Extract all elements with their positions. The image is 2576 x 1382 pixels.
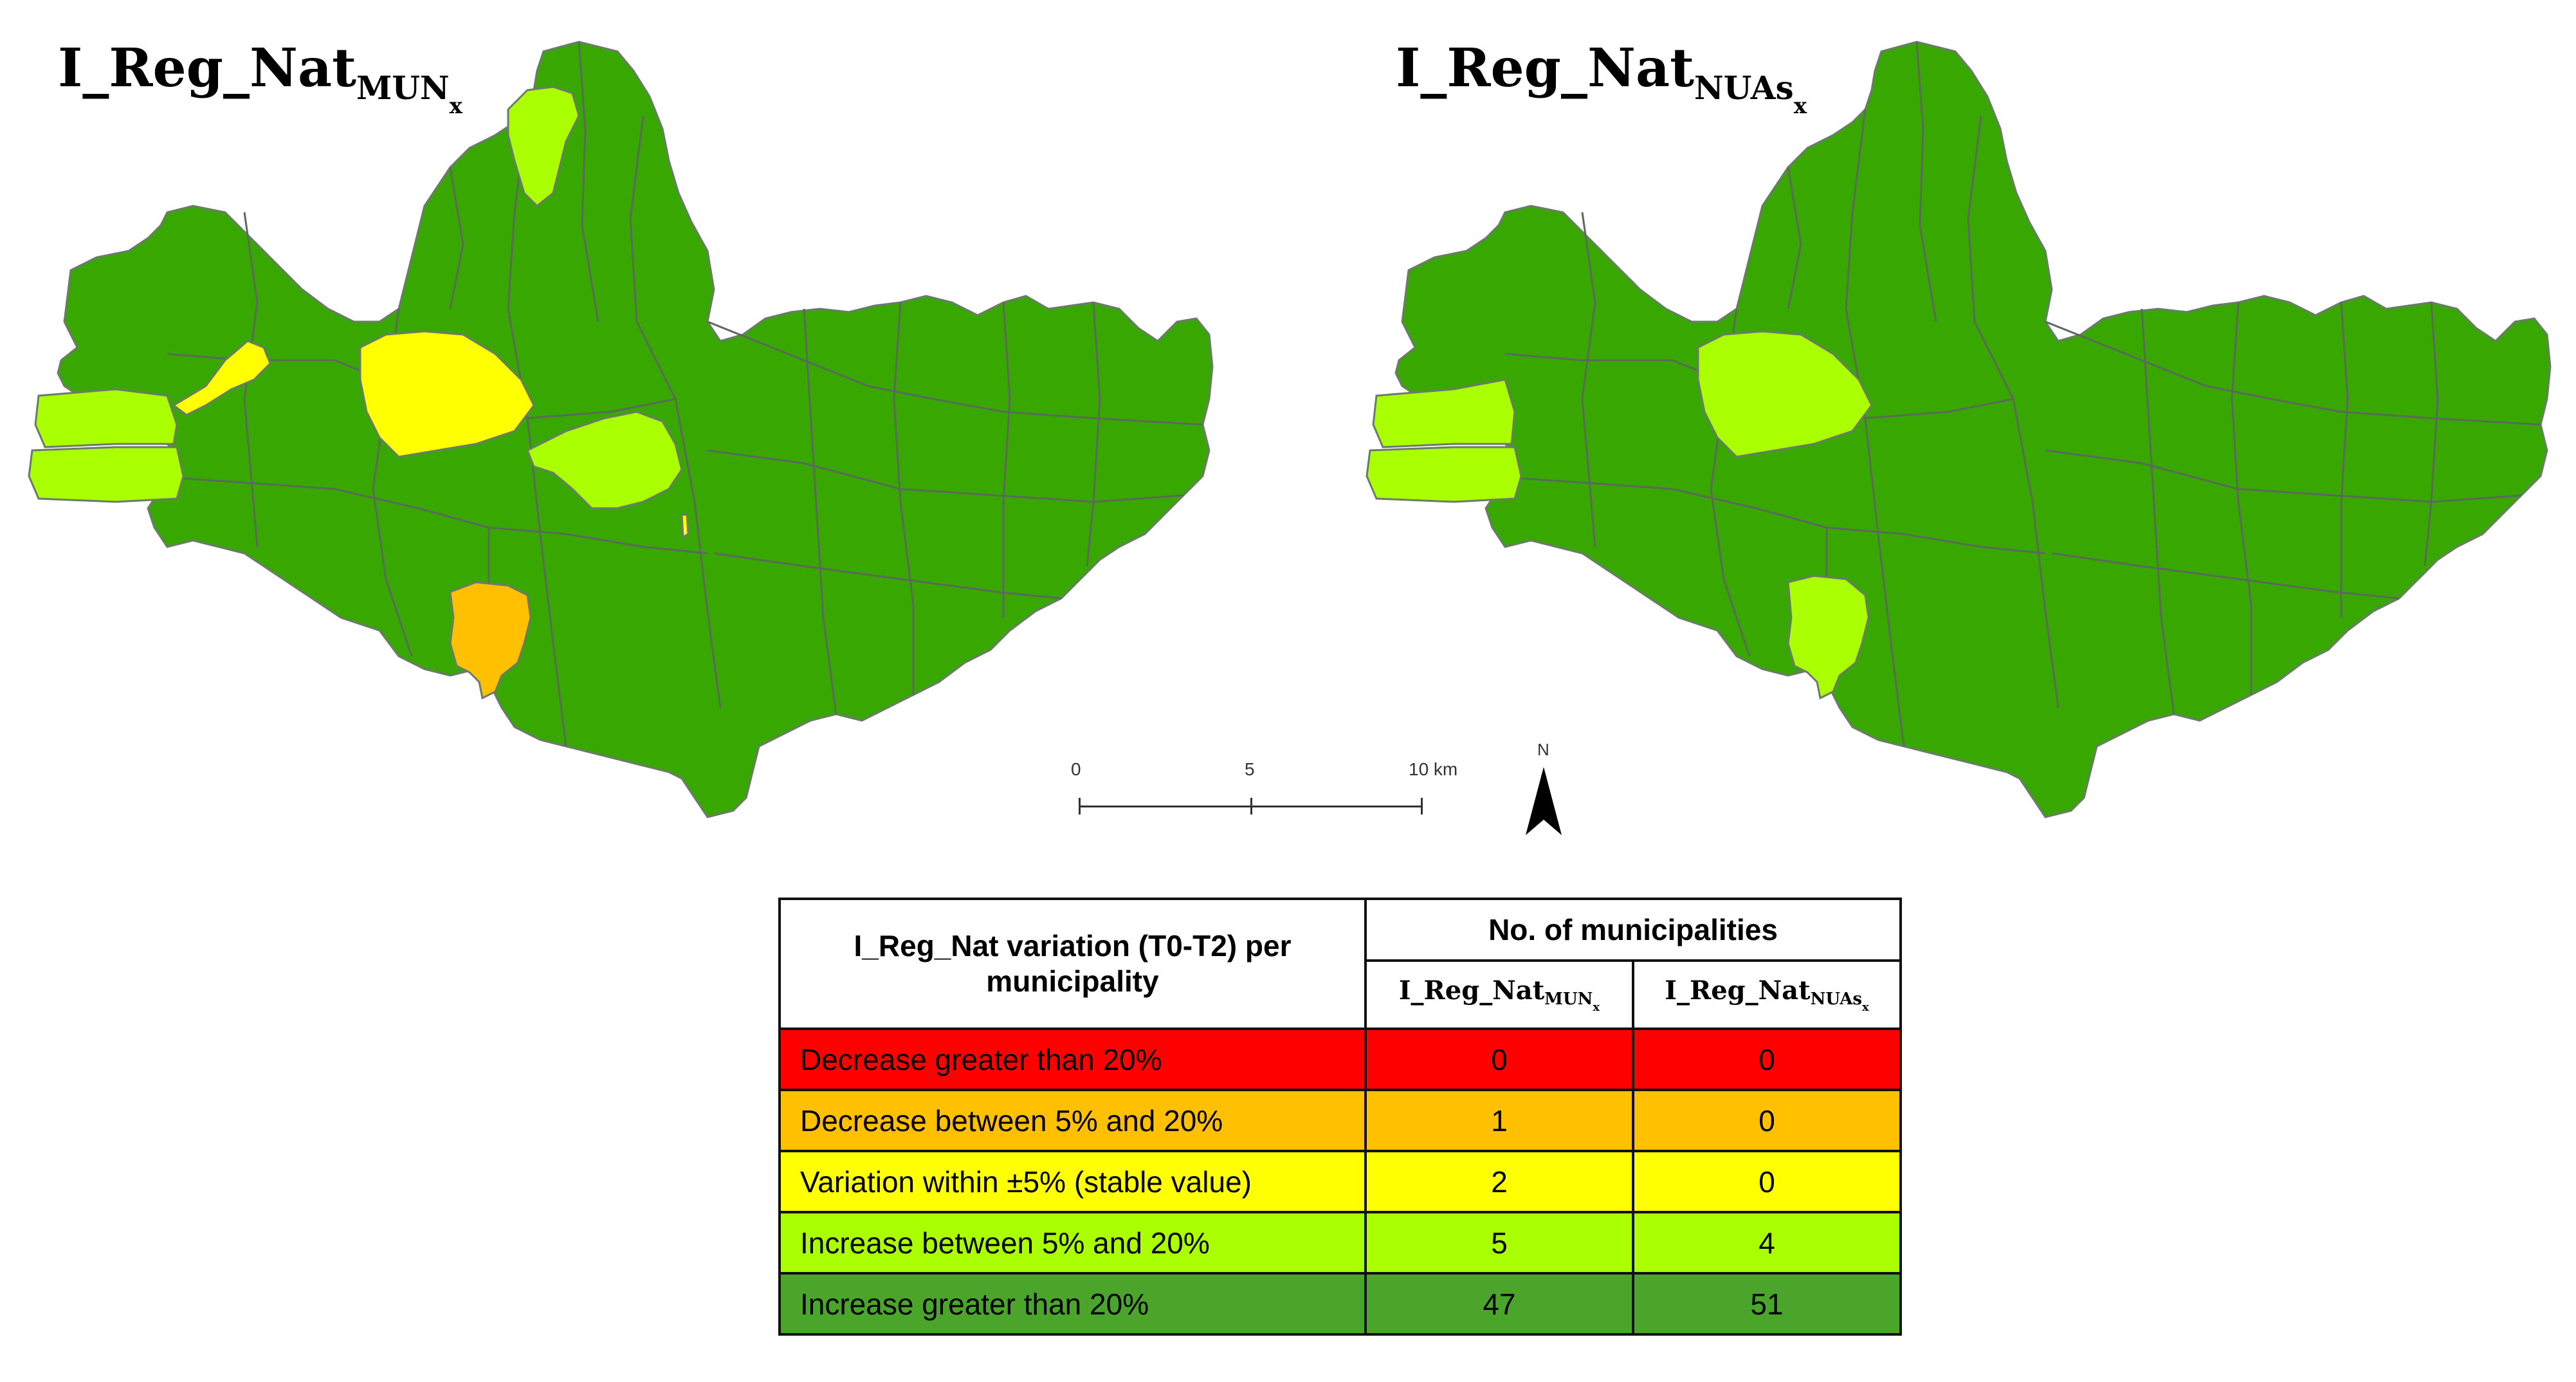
scale-bar: 0 5 10 km (1061, 759, 1512, 836)
scale-tick-10 (1421, 798, 1423, 815)
legend-category: Increase greater than 20% (778, 1272, 1367, 1336)
municipality-borders-nuas (1485, 41, 2541, 747)
nuas-highlight-west-bottom (1366, 446, 1522, 503)
map-title-nuas-main: I_Reg_Nat (1396, 37, 1694, 99)
header-col-mun-main: I_Reg_Nat (1398, 975, 1545, 1006)
header-col-mun-sub: MUN (1544, 990, 1593, 1009)
legend-table: I_Reg_Nat variation (T0-T2) per municipa… (778, 898, 1902, 1336)
legend-count-nuas: 51 (1632, 1272, 1902, 1336)
scale-label-5: 5 (1245, 759, 1255, 779)
header-col-nuas-sub: NUAs (1810, 990, 1863, 1009)
highlight-sliver (681, 513, 690, 539)
map-nuas (1366, 41, 2552, 818)
scale-tick-0 (1079, 798, 1081, 815)
map-title-nuas: I_Reg_NatNUAsx (1396, 42, 1807, 117)
map-mun (28, 41, 1214, 818)
header-col-nuas: I_Reg_NatNUAsx (1632, 959, 1902, 1030)
scale-tick-5 (1250, 798, 1252, 815)
legend-row: Variation within ±5% (stable value) 2 0 (778, 1150, 1902, 1213)
legend-count-mun: 5 (1364, 1211, 1634, 1275)
legend-count-nuas: 4 (1632, 1211, 1902, 1275)
header-count: No. of municipalities (1364, 898, 1902, 962)
header-col-nuas-main: I_Reg_Nat (1665, 975, 1811, 1006)
header-variation: I_Reg_Nat variation (T0-T2) per municipa… (778, 898, 1367, 1030)
legend-category: Increase between 5% and 20% (778, 1211, 1367, 1275)
municipality-highlights-nuas (1366, 330, 1873, 700)
legend-category: Decrease between 5% and 20% (778, 1089, 1367, 1152)
north-label: N (1537, 740, 1549, 759)
nuas-highlight-west-top (1372, 378, 1516, 448)
legend-count-nuas: 0 (1632, 1027, 1902, 1091)
legend-row: Increase between 5% and 20% 5 4 (778, 1211, 1902, 1275)
highlight-north (507, 86, 580, 208)
map-title-nuas-subsub: x (1793, 93, 1807, 119)
municipality-highlights (28, 86, 690, 700)
scale-label-0: 0 (1071, 759, 1081, 779)
legend-category: Decrease greater than 20% (778, 1027, 1367, 1091)
map-title-mun-sub: MUN (356, 69, 450, 107)
legend-row: Decrease greater than 20% 0 0 (778, 1027, 1902, 1091)
scale-label-10km: 10 km (1409, 759, 1458, 779)
nuas-highlight-large (1697, 330, 1873, 458)
legend-count-mun: 47 (1364, 1272, 1634, 1336)
highlight-large-yellow (359, 330, 535, 458)
highlight-orange (449, 581, 532, 700)
legend-count-nuas: 0 (1632, 1089, 1902, 1152)
legend-row: Decrease between 5% and 20% 1 0 (778, 1089, 1902, 1152)
legend-row: Increase greater than 20% 47 51 (778, 1272, 1902, 1336)
header-col-mun-subsub: x (1593, 1000, 1600, 1014)
legend-count-mun: 2 (1364, 1150, 1634, 1213)
highlight-small-yellow (172, 340, 271, 416)
nuas-highlight-south (1787, 575, 1870, 700)
highlight-west-top (34, 388, 178, 448)
legend-count-mun: 0 (1364, 1027, 1634, 1091)
legend-count-mun: 1 (1364, 1089, 1634, 1152)
legend-count-nuas: 0 (1632, 1150, 1902, 1213)
header-col-nuas-subsub: x (1862, 1000, 1869, 1014)
map-title-mun-main: I_Reg_Nat (58, 37, 356, 99)
highlight-center-east (526, 410, 683, 510)
map-title-nuas-sub: NUAs (1694, 69, 1794, 107)
map-title-mun: I_Reg_NatMUNx (58, 42, 462, 117)
header-col-mun: I_Reg_NatMUNx (1364, 959, 1634, 1030)
north-arrow-icon (1526, 767, 1562, 835)
region-outline-nuas (1394, 41, 2552, 818)
map-title-mun-subsub: x (449, 93, 462, 119)
legend-category: Variation within ±5% (stable value) (778, 1150, 1367, 1213)
highlight-west-bottom (28, 446, 185, 503)
north-arrow: N (1518, 740, 1569, 836)
